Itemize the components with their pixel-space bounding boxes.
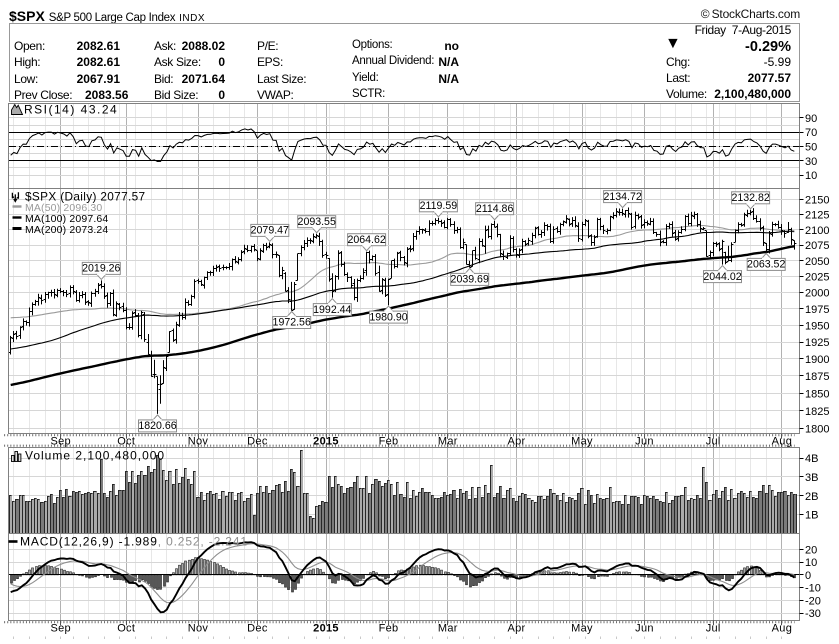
svg-text:Feb: Feb [379, 623, 399, 635]
svg-text:20: 20 [805, 544, 817, 556]
svg-text:-30: -30 [805, 608, 821, 620]
svg-text:Oct: Oct [117, 623, 135, 635]
svg-text:1900: 1900 [805, 354, 829, 366]
svg-text:Mar: Mar [438, 623, 458, 635]
svg-text:MA(50) 2096.30: MA(50) 2096.30 [25, 202, 102, 214]
svg-text:1925: 1925 [805, 337, 829, 349]
svg-text:1820.66: 1820.66 [138, 420, 176, 432]
svg-text:0: 0 [805, 570, 811, 582]
svg-text:2079.47: 2079.47 [251, 225, 289, 237]
svg-text:1975: 1975 [805, 304, 829, 316]
svg-text:Dec: Dec [247, 623, 268, 635]
svg-text:Sep: Sep [50, 435, 70, 447]
svg-text:MA(100) 2097.64: MA(100) 2097.64 [25, 213, 108, 225]
svg-text:May: May [571, 435, 593, 447]
svg-text:1875: 1875 [805, 371, 829, 383]
svg-text:2063.52: 2063.52 [747, 259, 785, 271]
svg-text:10: 10 [805, 557, 817, 569]
svg-text:Jun: Jun [635, 623, 654, 635]
svg-text:MA(200) 2073.24: MA(200) 2073.24 [25, 224, 108, 236]
svg-text:May: May [571, 623, 593, 635]
svg-text:Jun: Jun [635, 435, 654, 447]
svg-text:1B: 1B [805, 510, 818, 522]
svg-text:2125: 2125 [805, 210, 829, 222]
svg-text:$SPX (Daily) 2077.57: $SPX (Daily) 2077.57 [25, 190, 145, 204]
svg-text:2039.69: 2039.69 [451, 274, 489, 286]
svg-text:50: 50 [805, 142, 817, 154]
svg-text:1972.56: 1972.56 [273, 317, 311, 329]
svg-text:Dec: Dec [247, 435, 268, 447]
svg-text:RSI(14) 43.24: RSI(14) 43.24 [24, 103, 118, 117]
svg-text:2119.59: 2119.59 [420, 200, 458, 212]
svg-text:-20: -20 [805, 595, 821, 607]
svg-text:2019.26: 2019.26 [82, 263, 120, 275]
svg-text:2015: 2015 [313, 435, 339, 447]
svg-text:1825: 1825 [805, 406, 829, 418]
svg-text:2064.62: 2064.62 [347, 234, 385, 246]
svg-text:1992.44: 1992.44 [313, 304, 351, 316]
svg-text:2B: 2B [805, 491, 818, 503]
svg-text:Feb: Feb [379, 435, 399, 447]
svg-text:Jul: Jul [706, 623, 721, 635]
svg-text:2075: 2075 [805, 240, 829, 252]
svg-text:Jul: Jul [706, 435, 721, 447]
svg-text:Sep: Sep [50, 623, 70, 635]
svg-text:Aug: Aug [772, 623, 792, 635]
svg-text:Apr: Apr [507, 623, 525, 635]
svg-text:Nov: Nov [188, 623, 209, 635]
svg-text:Volume 2,100,480,000: Volume 2,100,480,000 [25, 449, 165, 463]
svg-text:2050: 2050 [805, 256, 829, 268]
svg-text:2132.82: 2132.82 [731, 192, 769, 204]
svg-text:2025: 2025 [805, 272, 829, 284]
svg-text:1950: 1950 [805, 320, 829, 332]
svg-text:1850: 1850 [805, 388, 829, 400]
svg-text:30: 30 [805, 156, 817, 168]
svg-text:2134.72: 2134.72 [603, 191, 641, 203]
svg-text:1800: 1800 [805, 424, 829, 436]
svg-text:Nov: Nov [188, 435, 209, 447]
svg-text:2114.86: 2114.86 [476, 203, 514, 215]
svg-text:2150: 2150 [805, 194, 829, 206]
svg-text:MACD(12,26,9) -1.989, 0.252, -: MACD(12,26,9) -1.989, 0.252, -2.241 [20, 535, 248, 549]
svg-text:-10: -10 [805, 583, 821, 595]
svg-text:90: 90 [805, 113, 817, 125]
svg-text:4B: 4B [805, 453, 818, 465]
svg-text:2044.02: 2044.02 [703, 271, 741, 283]
svg-text:2000: 2000 [805, 288, 829, 300]
svg-text:Apr: Apr [507, 435, 525, 447]
svg-text:10: 10 [805, 170, 817, 182]
svg-text:2015: 2015 [313, 623, 339, 635]
svg-text:3B: 3B [805, 472, 818, 484]
svg-text:Aug: Aug [772, 435, 792, 447]
svg-text:1980.90: 1980.90 [369, 311, 407, 323]
svg-text:Oct: Oct [117, 435, 135, 447]
svg-text:Mar: Mar [438, 435, 458, 447]
svg-text:2100: 2100 [805, 225, 829, 237]
svg-text:2093.55: 2093.55 [298, 216, 336, 228]
svg-text:70: 70 [805, 127, 817, 139]
